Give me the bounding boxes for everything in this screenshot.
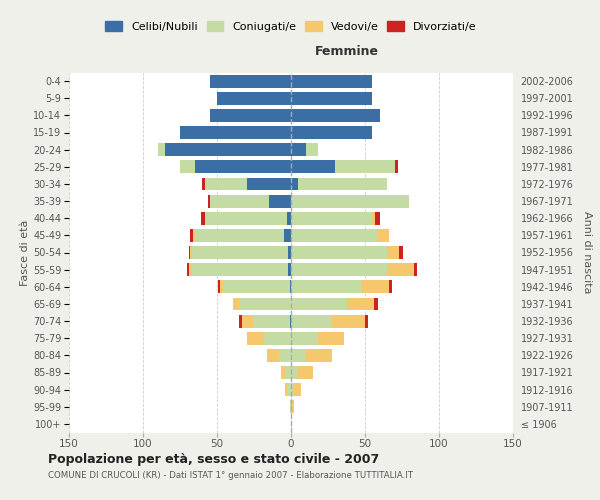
Bar [291, 109, 380, 122]
Bar [389, 280, 392, 293]
Bar [306, 349, 332, 362]
Bar [247, 332, 265, 344]
Bar [218, 280, 220, 293]
Bar [291, 212, 373, 224]
Bar [247, 178, 291, 190]
Bar [291, 92, 373, 104]
Bar [373, 212, 376, 224]
Bar [395, 160, 398, 173]
Bar [195, 160, 291, 173]
Bar [291, 246, 387, 259]
Bar [291, 194, 409, 207]
Bar [158, 143, 165, 156]
Bar [374, 298, 379, 310]
Bar [208, 194, 209, 207]
Bar [306, 143, 317, 156]
Bar [209, 194, 269, 207]
Bar [317, 332, 344, 344]
Bar [298, 178, 387, 190]
Bar [195, 229, 284, 242]
Bar [414, 263, 417, 276]
Bar [291, 366, 298, 379]
Bar [284, 229, 291, 242]
Bar [387, 263, 414, 276]
Bar [347, 298, 374, 310]
Bar [399, 246, 403, 259]
Bar [209, 74, 291, 88]
Bar [377, 229, 389, 242]
Bar [291, 160, 335, 173]
Bar [285, 366, 291, 379]
Bar [192, 246, 288, 259]
Bar [242, 314, 253, 328]
Bar [291, 263, 387, 276]
Bar [290, 314, 291, 328]
Bar [365, 314, 368, 328]
Bar [281, 366, 285, 379]
Bar [287, 383, 291, 396]
Bar [294, 383, 301, 396]
Bar [291, 298, 347, 310]
Bar [287, 212, 291, 224]
Bar [220, 280, 223, 293]
Legend: Celibi/Nubili, Coniugati/e, Vedovi/e, Divorziati/e: Celibi/Nubili, Coniugati/e, Vedovi/e, Di… [101, 17, 481, 36]
Bar [291, 280, 362, 293]
Bar [205, 178, 247, 190]
Bar [291, 349, 306, 362]
Bar [201, 212, 205, 224]
Bar [279, 349, 291, 362]
Y-axis label: Anni di nascita: Anni di nascita [582, 211, 592, 294]
Bar [165, 143, 291, 156]
Bar [187, 263, 189, 276]
Y-axis label: Fasce di età: Fasce di età [20, 220, 30, 286]
Bar [223, 280, 290, 293]
Bar [291, 178, 298, 190]
Text: COMUNE DI CRUCOLI (KR) - Dati ISTAT 1° gennaio 2007 - Elaborazione TUTTITALIA.IT: COMUNE DI CRUCOLI (KR) - Dati ISTAT 1° g… [48, 471, 413, 480]
Bar [239, 314, 242, 328]
Bar [288, 246, 291, 259]
Bar [291, 74, 373, 88]
Bar [233, 298, 239, 310]
Bar [291, 229, 377, 242]
Bar [190, 246, 192, 259]
Bar [290, 280, 291, 293]
Bar [180, 160, 195, 173]
Bar [362, 280, 389, 293]
Text: Popolazione per età, sesso e stato civile - 2007: Popolazione per età, sesso e stato civil… [48, 452, 379, 466]
Bar [285, 383, 287, 396]
Bar [291, 314, 332, 328]
Bar [288, 263, 291, 276]
Bar [193, 229, 195, 242]
Bar [253, 314, 290, 328]
Bar [268, 349, 279, 362]
Bar [291, 400, 294, 413]
Bar [265, 332, 291, 344]
Bar [190, 229, 193, 242]
Bar [189, 263, 192, 276]
Bar [180, 126, 291, 139]
Bar [205, 212, 287, 224]
Bar [202, 178, 205, 190]
Bar [291, 126, 373, 139]
Bar [291, 383, 294, 396]
Bar [387, 246, 399, 259]
Bar [291, 332, 317, 344]
Bar [335, 160, 395, 173]
Bar [298, 366, 313, 379]
Bar [376, 212, 380, 224]
Bar [217, 92, 291, 104]
Bar [290, 400, 291, 413]
Bar [239, 298, 291, 310]
Bar [189, 246, 190, 259]
Bar [269, 194, 291, 207]
Bar [291, 143, 306, 156]
Bar [332, 314, 365, 328]
Bar [192, 263, 288, 276]
Text: Femmine: Femmine [314, 45, 379, 58]
Bar [209, 109, 291, 122]
